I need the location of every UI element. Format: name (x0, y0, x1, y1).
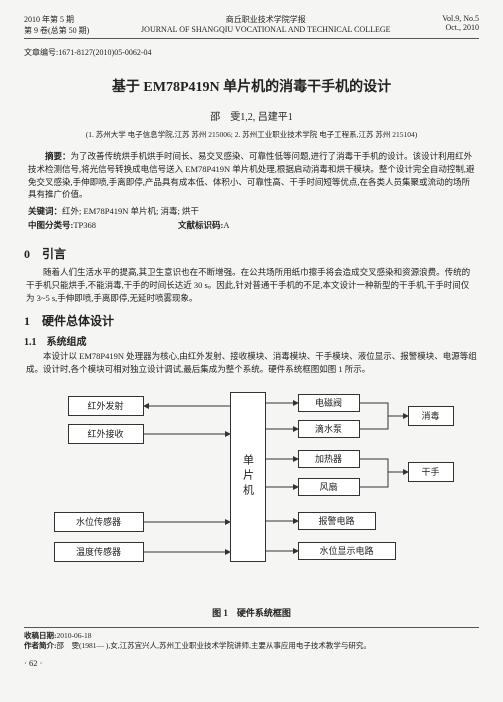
abstract-text: 为了改善传统烘手机烘手时间长、易交叉感染、可靠性低等问题,进行了消毒干手机的设计… (28, 151, 475, 199)
article-id: 文章编号:1671-8127(2010)05-0062-04 (24, 47, 479, 58)
affiliations: (1. 苏州大学 电子信息学院,江苏 苏州 215006; 2. 苏州工业职业技… (24, 129, 479, 140)
author-bio: 邵 雯(1981— ),女,江苏宜兴人,苏州工业职业技术学院讲师,主要从事应用电… (57, 641, 371, 650)
authors: 邵 雯1,2, 吕建平1 (24, 108, 479, 123)
doc-code-label: 文献标识码: (178, 220, 223, 230)
issue-line: 2010 年第 5 期 (24, 14, 89, 25)
journal-cn: 商丘职业技术学院学报 (89, 14, 442, 25)
vol-no: Vol.9, No.5 (442, 14, 479, 23)
abstract-label: 摘要： (45, 151, 71, 161)
section-0-para: 随着人们生活水平的提高,其卫生意识也在不断增强。在公共场所用纸巾擦手将会造成交叉… (26, 266, 477, 306)
volume-line: 第 9 卷(总第 50 期) (24, 25, 89, 36)
class-no: 中图分类号:TP368 (28, 219, 178, 231)
keywords-text: 红外; EM78P419N 单片机; 消毒; 烘干 (62, 206, 199, 216)
page-number: · 62 · (24, 658, 479, 668)
header-center: 商丘职业技术学院学报 JOURNAL OF SHANGQIU VOCATIONA… (89, 14, 442, 36)
abstract: 摘要：为了改善传统烘手机烘手时间长、易交叉感染、可靠性低等问题,进行了消毒干手机… (28, 150, 475, 201)
class-no-label: 中图分类号: (28, 220, 73, 230)
section-0-heading: 0 引言 (24, 245, 479, 262)
section-1-1-heading: 1.1 系统组成 (24, 333, 479, 348)
diagram-box-left-3: 温度传感器 (54, 542, 144, 562)
recv-date: 2010-06-18 (57, 631, 92, 640)
footer-rule (24, 627, 479, 628)
figure-1-diagram: 单片机 红外发射红外接收水位传感器温度传感器电磁阀滴水泵加热器风扇报警电路水位显… (32, 382, 472, 602)
recv-date-label: 收稿日期: (24, 631, 57, 640)
journal-header: 2010 年第 5 期 第 9 卷(总第 50 期) 商丘职业技术学院学报 JO… (24, 14, 479, 36)
doc-code-value: A (223, 220, 229, 230)
doc-code: 文献标识码:A (178, 219, 229, 231)
header-rule (24, 38, 479, 39)
header-right: Vol.9, No.5 Oct., 2010 (442, 14, 479, 36)
keywords: 关键词：红外; EM78P419N 单片机; 消毒; 烘干 (28, 205, 475, 217)
diagram-box-right-1: 干手 (408, 462, 454, 482)
paper-title: 基于 EM78P419N 单片机的消毒干手机的设计 (24, 76, 479, 96)
section-1-heading: 1 硬件总体设计 (24, 312, 479, 329)
diagram-box-right-0: 消毒 (408, 406, 454, 426)
journal-en: JOURNAL OF SHANGQIU VOCATIONAL AND TECHN… (89, 25, 442, 34)
classification-row: 中图分类号:TP368 文献标识码:A (28, 219, 475, 231)
section-1-1-para: 本设计以 EM78P419N 处理器为核心,由红外发射、接收模块、消毒模块、干手… (26, 350, 477, 376)
figure-1-caption: 图 1 硬件系统框图 (24, 606, 479, 619)
footnote: 收稿日期:2010-06-18 作者简介:邵 雯(1981— ),女,江苏宜兴人… (24, 631, 479, 652)
diagram-box-mid-1: 滴水泵 (298, 420, 360, 438)
diagram-box-left-1: 红外接收 (68, 424, 144, 444)
diagram-box-mid-2: 加热器 (298, 450, 360, 468)
keywords-label: 关键词： (28, 206, 62, 216)
class-no-value: TP368 (73, 220, 96, 230)
diagram-box-left-0: 红外发射 (68, 396, 144, 416)
diagram-box-mid-5: 水位显示电路 (298, 542, 396, 560)
header-left: 2010 年第 5 期 第 9 卷(总第 50 期) (24, 14, 89, 36)
diagram-box-mid-4: 报警电路 (298, 512, 376, 530)
diagram-box-left-2: 水位传感器 (54, 512, 144, 532)
diagram-box-mid-0: 电磁阀 (298, 394, 360, 412)
author-bio-label: 作者简介: (24, 641, 57, 650)
pub-date: Oct., 2010 (442, 23, 479, 32)
diagram-box-mid-3: 风扇 (298, 478, 360, 496)
